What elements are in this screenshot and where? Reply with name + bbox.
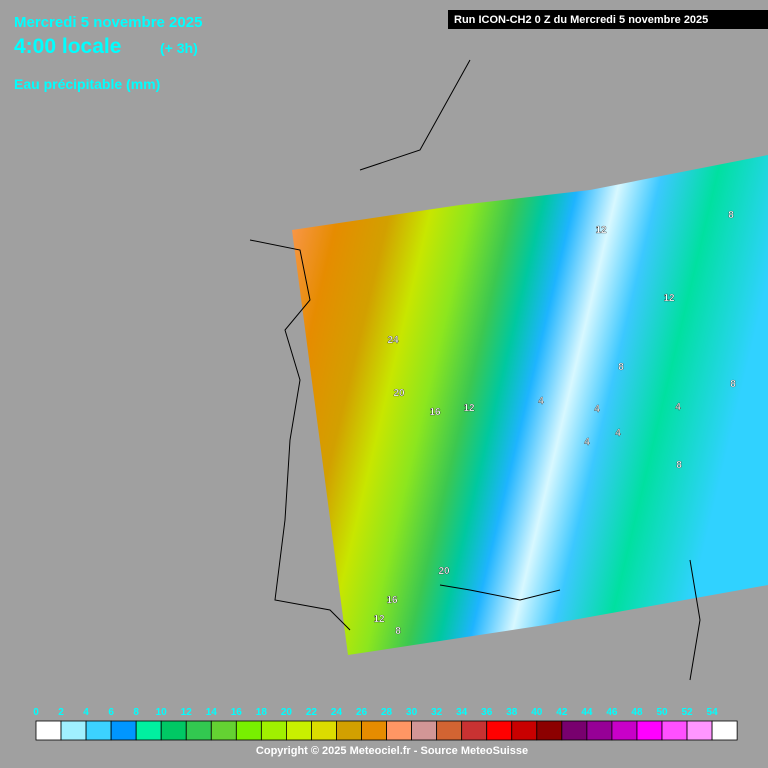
legend-tick: 24 (331, 707, 343, 718)
legend-swatch (235, 720, 262, 741)
coastline (249, 59, 701, 681)
legend-tick: 52 (681, 707, 693, 718)
offset: (+ 3h) (160, 40, 198, 56)
contour-label: 8 (618, 362, 624, 373)
run-box (448, 10, 768, 29)
legend-swatch (536, 720, 563, 741)
legend-tick: 4 (83, 707, 89, 718)
legend-swatch (586, 720, 613, 741)
contour-label: 12 (663, 293, 675, 304)
legend-tick: 34 (456, 707, 468, 718)
legend-tick: 20 (281, 707, 293, 718)
legend-swatch (436, 720, 463, 741)
legend-tick: 8 (133, 707, 139, 718)
legend-swatch (561, 720, 588, 741)
contour-label: 24 (387, 335, 399, 346)
legend-swatch (85, 720, 112, 741)
legend-swatch (336, 720, 362, 741)
legend-tick: 44 (581, 707, 593, 718)
legend-swatch (210, 720, 237, 741)
legend-tick: 32 (431, 707, 443, 718)
contour-label: 12 (595, 225, 607, 236)
legend-swatch (260, 720, 287, 741)
legend-swatch (185, 720, 212, 741)
legend-tick: 2 (58, 707, 64, 718)
legend-tick: 12 (181, 707, 193, 718)
variable: Eau précipitable (mm) (14, 76, 160, 92)
contour-label: 8 (676, 460, 682, 471)
legend-swatch (35, 720, 62, 741)
legend-swatch (661, 720, 688, 741)
legend-tick: 22 (306, 707, 318, 718)
legend-tick: 38 (506, 707, 518, 718)
contour-label: 8 (395, 626, 401, 637)
data-field (292, 155, 768, 655)
contour-label: 8 (730, 379, 736, 390)
legend-tick: 54 (707, 707, 719, 718)
legend-tick: 6 (108, 707, 114, 718)
legend-swatch (711, 720, 738, 741)
legend-swatch (160, 720, 187, 741)
legend-swatch (60, 720, 87, 741)
legend-tick: 42 (556, 707, 568, 718)
legend-swatch (461, 720, 488, 741)
legend-swatch (611, 720, 638, 741)
contour-label: 20 (393, 388, 405, 399)
contour-label: 4 (584, 437, 590, 448)
legend-swatch (135, 720, 162, 741)
contour-label: 4 (615, 428, 621, 439)
legend-swatch (411, 720, 438, 741)
legend: 0 2 4 6 8 10 12 14 16 18 20 22 24 26 28 30 32 34 36 38 40 42 4… (33, 707, 738, 741)
contour-label: 16 (429, 407, 441, 418)
legend-swatch (361, 720, 387, 741)
legend-tick: 18 (256, 707, 268, 718)
legend-swatch (311, 720, 337, 741)
run-info: Run ICON-CH2 0 Z du Mercredi 5 novembre … (454, 14, 708, 26)
legend-tick: 10 (156, 707, 168, 718)
contour-label: 4 (675, 402, 681, 413)
contour-label: 12 (463, 403, 475, 414)
contour-label: 4 (594, 404, 600, 415)
contour-label: 20 (438, 566, 450, 577)
legend-tick: 26 (356, 707, 368, 718)
contour-label: 8 (728, 210, 734, 221)
contour-label: 16 (386, 595, 398, 606)
contour-label: 4 (538, 396, 544, 407)
legend-tick: 48 (631, 707, 643, 718)
legend-tick: 14 (206, 707, 218, 718)
contour-label: 12 (373, 614, 385, 625)
time: 4:00 locale (14, 35, 121, 58)
legend-swatch (511, 720, 538, 741)
legend-tick: 40 (531, 707, 543, 718)
copyright: Copyright © 2025 Meteociel.fr - Source M… (256, 745, 528, 757)
legend-tick: 46 (606, 707, 618, 718)
legend-swatch (636, 720, 663, 741)
legend-swatch (386, 720, 412, 741)
legend-tick: 0 (33, 707, 39, 718)
date: Mercredi 5 novembre 2025 (14, 14, 202, 31)
legend-swatch (110, 720, 137, 741)
legend-swatch (486, 720, 513, 741)
legend-tick: 30 (406, 707, 418, 718)
legend-swatch (686, 720, 713, 741)
legend-tick: 16 (231, 707, 243, 718)
legend-swatch (285, 720, 312, 741)
legend-tick: 28 (381, 707, 393, 718)
legend-tick: 36 (481, 707, 493, 718)
legend-tick: 50 (656, 707, 668, 718)
